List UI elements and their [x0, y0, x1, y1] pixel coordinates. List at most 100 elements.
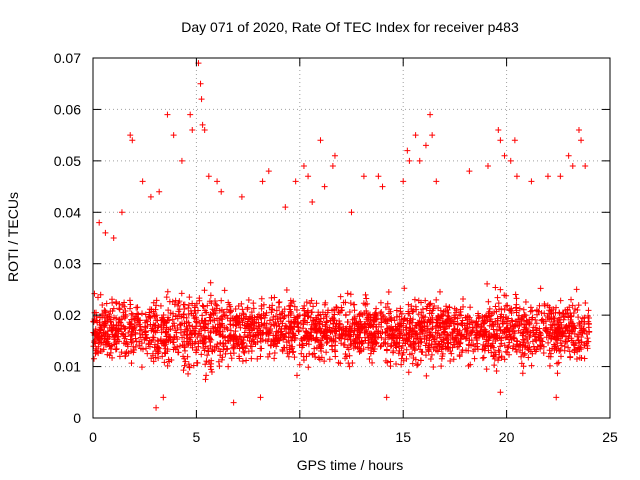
data-point: [360, 300, 367, 307]
data-point: [192, 338, 199, 345]
data-point: [525, 340, 532, 347]
data-point: [501, 318, 508, 325]
data-point: [427, 300, 434, 307]
data-point: [447, 347, 454, 354]
data-point: [224, 337, 231, 344]
data-point: [505, 343, 512, 350]
data-point: [572, 305, 579, 312]
data-point: [422, 142, 429, 149]
data-point: [167, 334, 174, 341]
data-point: [332, 348, 339, 355]
data-point: [412, 322, 419, 329]
data-point: [519, 330, 526, 337]
data-point: [561, 347, 568, 354]
data-point: [550, 306, 557, 313]
data-point: [543, 334, 550, 341]
data-point: [584, 345, 591, 352]
data-point: [471, 355, 478, 362]
data-point: [301, 311, 308, 318]
data-point: [426, 310, 433, 317]
data-point: [411, 296, 418, 303]
data-point: [438, 312, 445, 319]
data-point: [307, 333, 314, 340]
data-point: [264, 353, 271, 360]
data-point: [557, 346, 564, 353]
data-point: [285, 353, 292, 360]
data-point: [501, 306, 508, 313]
data-point: [411, 346, 418, 353]
data-point: [214, 178, 221, 185]
data-point: [274, 316, 281, 323]
data-point: [161, 359, 168, 366]
data-point: [306, 350, 313, 357]
data-point: [249, 317, 256, 324]
data-point: [139, 178, 146, 185]
data-point: [350, 301, 357, 308]
data-point: [344, 319, 351, 326]
data-point: [371, 339, 378, 346]
data-point: [324, 338, 331, 345]
data-point: [186, 363, 193, 370]
data-point: [150, 358, 157, 365]
data-point: [448, 350, 455, 357]
data-point: [208, 300, 215, 307]
data-point: [111, 314, 118, 321]
data-point: [282, 322, 289, 329]
data-point: [296, 361, 303, 368]
data-point: [405, 334, 412, 341]
data-point: [195, 307, 202, 314]
data-point: [417, 357, 424, 364]
data-point: [153, 404, 160, 411]
data-point: [227, 327, 234, 334]
y-tick-label: 0: [73, 410, 81, 426]
data-point: [342, 299, 349, 306]
data-point: [95, 350, 102, 357]
data-point: [272, 338, 279, 345]
data-point: [501, 152, 508, 159]
data-point: [181, 344, 188, 351]
data-point: [331, 152, 338, 159]
x-tick-label: 25: [602, 429, 618, 445]
data-point: [332, 328, 339, 335]
data-point: [286, 330, 293, 337]
data-point: [286, 303, 293, 310]
data-point: [401, 315, 408, 322]
data-point: [533, 346, 540, 353]
data-point: [263, 330, 270, 337]
data-point: [181, 355, 188, 362]
data-point: [118, 209, 125, 216]
data-point: [351, 319, 358, 326]
data-point: [281, 344, 288, 351]
data-point: [186, 322, 193, 329]
data-point: [456, 327, 463, 334]
data-point: [451, 325, 458, 332]
data-point: [533, 311, 540, 318]
data-point: [180, 311, 187, 318]
data-point: [237, 324, 244, 331]
data-point: [429, 319, 436, 326]
data-point: [324, 334, 331, 341]
data-point: [228, 355, 235, 362]
data-point: [236, 353, 243, 360]
data-point: [130, 325, 137, 332]
data-point: [483, 366, 490, 373]
data-point: [578, 137, 585, 144]
data-point: [527, 304, 534, 311]
data-point: [539, 338, 546, 345]
data-point: [201, 287, 208, 294]
data-point: [437, 288, 444, 295]
data-point: [530, 324, 537, 331]
data-point: [201, 347, 208, 354]
data-point: [250, 305, 257, 312]
data-point: [480, 354, 487, 361]
data-point: [418, 299, 425, 306]
data-point: [271, 350, 278, 357]
data-point: [377, 343, 384, 350]
data-point: [574, 333, 581, 340]
data-point: [122, 353, 129, 360]
data-point: [208, 336, 215, 343]
data-point: [186, 294, 193, 301]
data-point: [393, 307, 400, 314]
data-point: [442, 334, 449, 341]
data-point: [362, 327, 369, 334]
